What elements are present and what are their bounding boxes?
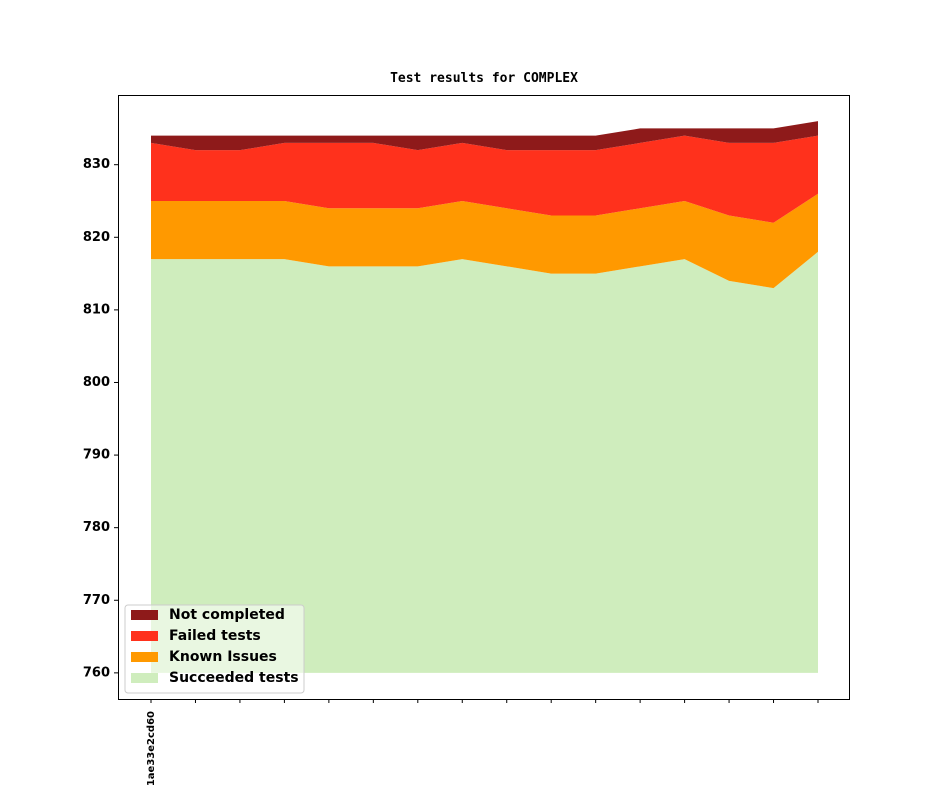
area (151, 193, 818, 289)
y-tick-label: 790 (83, 448, 110, 463)
legend-label: Succeeded tests (169, 670, 299, 686)
legend-swatch (131, 610, 158, 620)
area (151, 121, 818, 151)
area (151, 135, 818, 223)
legend-label: Not completed (169, 607, 285, 623)
y-tick-label: 830 (83, 157, 110, 172)
plot-frame (118, 95, 850, 700)
x-tick-label: 1ae33e2cd60 (146, 711, 157, 786)
legend-box (124, 604, 305, 694)
y-tick-label: 800 (83, 375, 110, 390)
area (151, 251, 818, 673)
y-tick-label: 770 (83, 593, 110, 608)
y-tick-label: 760 (83, 665, 110, 680)
legend-label: Known Issues (169, 649, 277, 665)
legend-swatch (131, 631, 158, 641)
y-tick-label: 820 (83, 230, 110, 245)
y-tick-label: 780 (83, 520, 110, 535)
legend-label: Failed tests (169, 628, 261, 644)
legend-swatch (131, 673, 158, 683)
legend-swatch (131, 652, 158, 662)
legend: Not completed Failed tests Known Issues Suc… (124, 604, 305, 694)
y-tick-label: 810 (83, 302, 110, 317)
chart-title: Test results for COMPLEX (390, 71, 578, 86)
